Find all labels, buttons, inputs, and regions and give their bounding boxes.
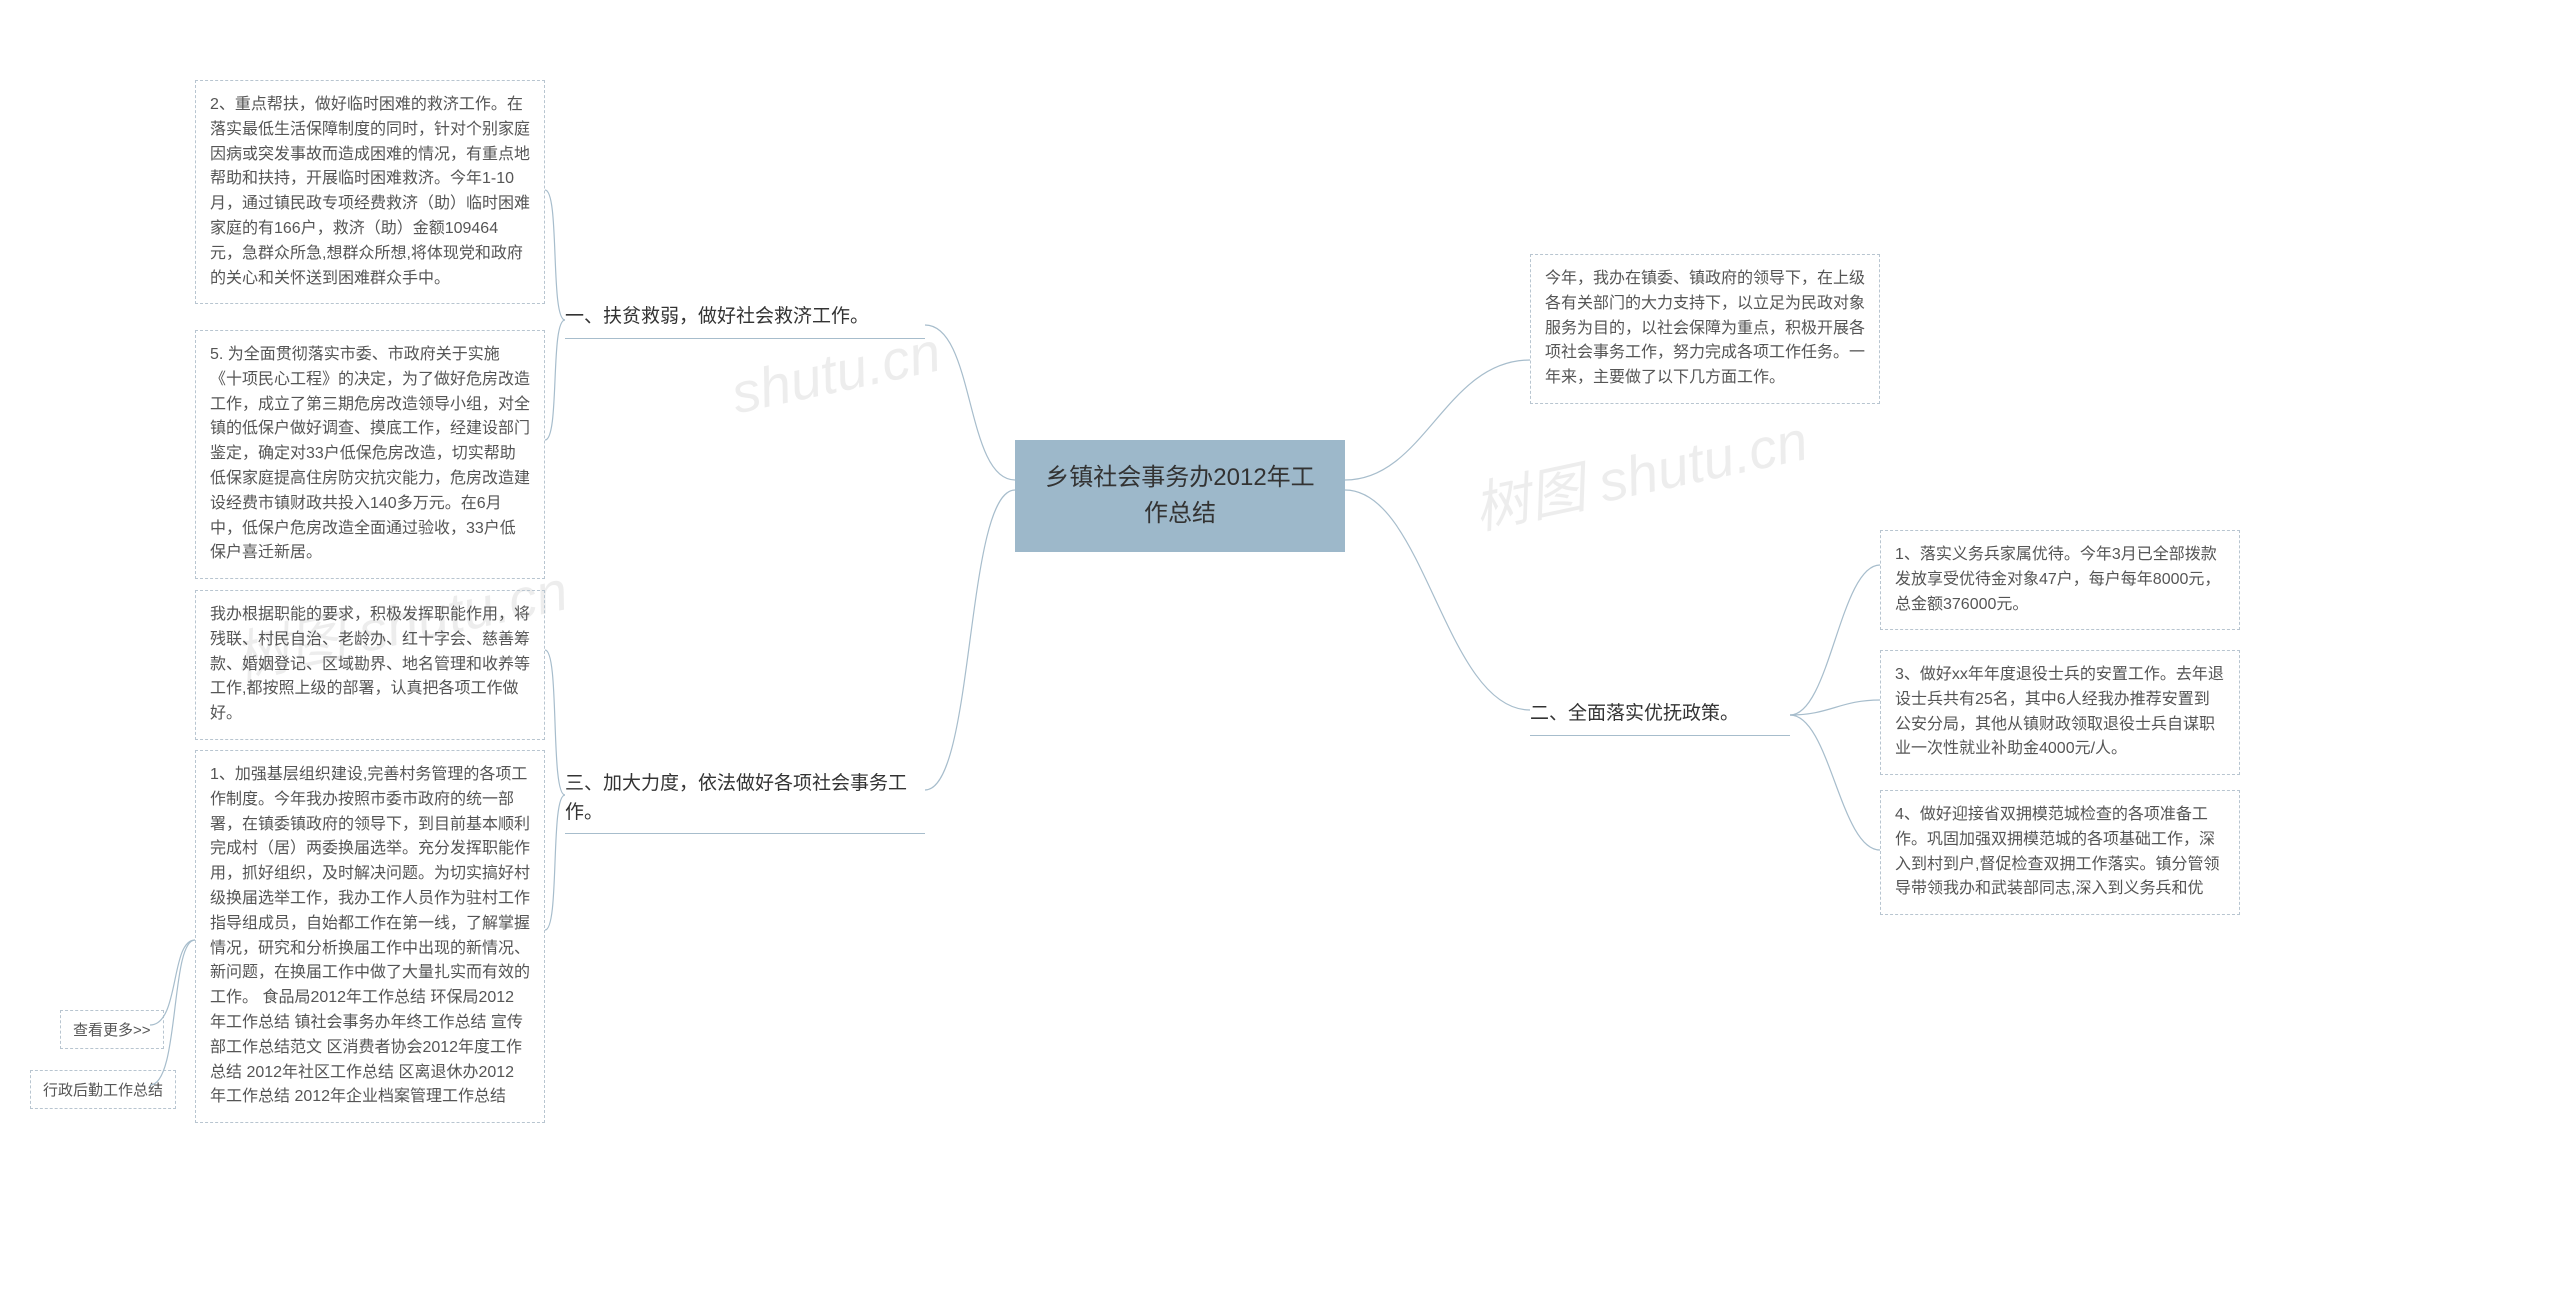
connector: [1790, 560, 1880, 860]
branch-1-label: 一、扶贫救弱，做好社会救济工作。: [565, 303, 925, 339]
center-node: 乡镇社会事务办2012年工作总结: [1015, 440, 1345, 552]
branch-1-item-5: 5. 为全面贯彻落实市委、市政府关于实施《十项民心工程》的决定，为了做好危房改造…: [195, 330, 545, 579]
branch-3-intro: 我办根据职能的要求，积极发挥职能作用，将残联、村民自治、老龄办、红十字会、慈善筹…: [195, 590, 545, 740]
branch-2-item-3: 3、做好xx年年度退役士兵的安置工作。去年退设士兵共有25名，其中6人经我办推荐…: [1880, 650, 2240, 775]
connector: [1345, 350, 1530, 490]
branch-2-item-4: 4、做好迎接省双拥模范城检查的各项准备工作。巩固加强双拥模范城的各项基础工作，深…: [1880, 790, 2240, 915]
connector: [545, 650, 565, 950]
connector: [925, 320, 1015, 490]
tag-logistics[interactable]: 行政后勤工作总结: [30, 1070, 176, 1109]
connector: [545, 190, 565, 450]
tag-more[interactable]: 查看更多>>: [60, 1010, 164, 1049]
branch-1-item-2: 2、重点帮扶，做好临时困难的救济工作。在落实最低生活保障制度的同时，针对个别家庭…: [195, 80, 545, 304]
connector: [925, 490, 1015, 800]
watermark: 树图 shutu.cn: [1465, 396, 1814, 546]
branch-3-item-1: 1、加强基层组织建设,完善村务管理的各项工作制度。今年我办按照市委市政府的统一部…: [195, 750, 545, 1123]
right-intro: 今年，我办在镇委、镇政府的领导下，在上级各有关部门的大力支持下，以立足为民政对象…: [1530, 254, 1880, 404]
branch-2-label: 二、全面落实优抚政策。: [1530, 700, 1790, 736]
connector: [1345, 490, 1530, 720]
branch-2-item-1: 1、落实义务兵家属优待。今年3月已全部拨款发放享受优待金对象47户，每户每年80…: [1880, 530, 2240, 630]
branch-3-label: 三、加大力度，依法做好各项社会事务工作。: [565, 770, 925, 834]
